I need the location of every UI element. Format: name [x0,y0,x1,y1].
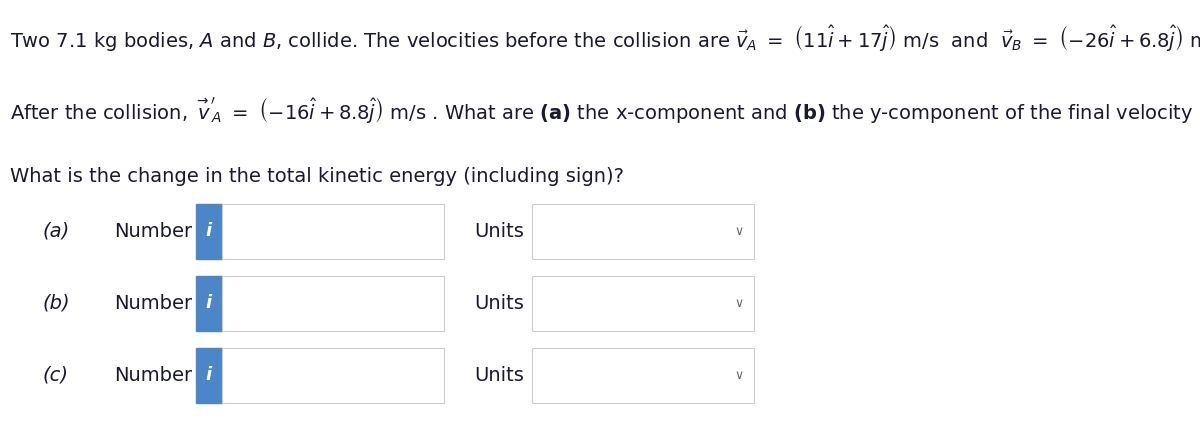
Text: Units: Units [474,222,524,240]
Text: (c): (c) [42,366,68,385]
Text: i: i [205,366,212,384]
Text: Units: Units [474,294,524,312]
Text: ∨: ∨ [734,369,744,382]
Bar [222,276,444,331]
Bar [196,276,222,331]
Text: What is the change in the total kinetic energy (including sign)?: What is the change in the total kinetic … [10,167,624,187]
Bar [532,348,754,403]
Text: After the collision, $\overset{\to\prime}{v}_{\!A}\ =\ \left(-16\hat{i}+8.8\hat{: After the collision, $\overset{\to\prime… [10,95,1200,126]
Text: ∨: ∨ [734,225,744,237]
Text: Number: Number [114,222,192,240]
Bar [222,204,444,259]
Bar [196,348,222,403]
Text: Number: Number [114,294,192,312]
Bar [222,348,444,403]
Bar [532,204,754,259]
Bar [196,204,222,259]
Text: ∨: ∨ [734,297,744,310]
Bar [532,276,754,331]
Text: Two 7.1 kg bodies, $\it{A}$ and $\it{B}$, collide. The velocities before the col: Two 7.1 kg bodies, $\it{A}$ and $\it{B}$… [10,23,1200,53]
Text: (a): (a) [42,222,70,240]
Text: Units: Units [474,366,524,385]
Text: (b): (b) [42,294,70,312]
Text: i: i [205,222,212,240]
Text: i: i [205,294,212,312]
Text: Number: Number [114,366,192,385]
